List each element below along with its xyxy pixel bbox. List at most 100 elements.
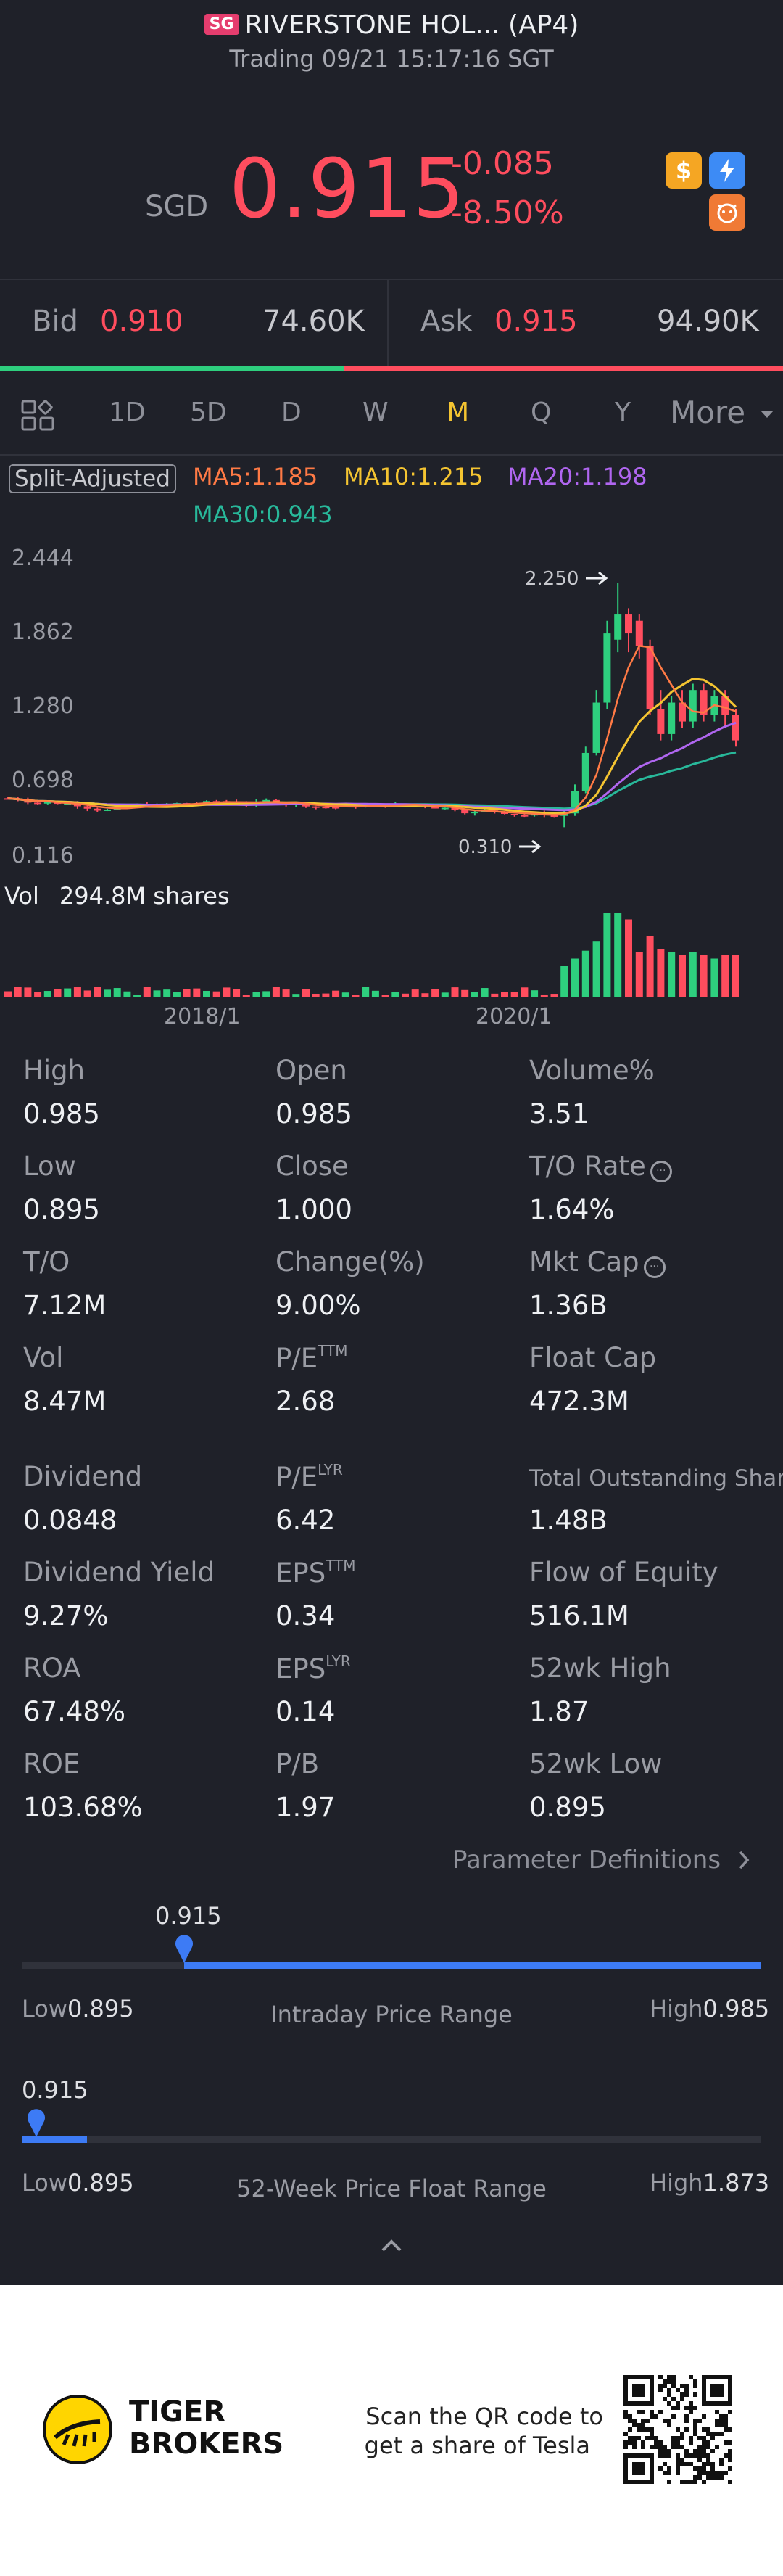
price-change-percent: -8.50%	[451, 194, 564, 231]
stat-label: High	[23, 1055, 86, 1086]
volume-bar	[203, 990, 210, 997]
candle	[451, 807, 459, 810]
volume-bar	[571, 958, 579, 997]
stock-name: RIVERSTONE HOL... (AP4)	[244, 10, 579, 40]
stat-value: 0.34	[276, 1600, 336, 1631]
stat-label: ROE	[23, 1748, 80, 1779]
stat-value: 103.68%	[23, 1792, 143, 1823]
y-tick: 0.116	[12, 843, 74, 868]
tab-w[interactable]: W	[362, 398, 389, 427]
bid-price[interactable]: 0.910	[100, 305, 183, 338]
stat-label[interactable]: T/O Rate ···	[529, 1151, 672, 1182]
stat-label: T/O	[23, 1246, 70, 1277]
intraday-range-fill	[184, 1962, 761, 1969]
tab-d[interactable]: D	[281, 398, 302, 427]
dollar-coin-icon[interactable]: $	[666, 152, 702, 189]
market-badge: SG	[204, 14, 239, 35]
ma20-label: MA20:1.198	[508, 463, 647, 490]
ma30-label: MA30:0.943	[193, 501, 333, 528]
week52-high: High1.873	[650, 2169, 770, 2197]
volume-bar	[212, 991, 220, 997]
tiger-logo-icon	[43, 2395, 112, 2464]
brand-line1: TIGER	[129, 2395, 226, 2429]
divider	[0, 279, 783, 280]
volume-bar	[341, 992, 349, 997]
candle	[34, 802, 42, 805]
tab-5d[interactable]: 5D	[190, 398, 227, 427]
max-price-label: 2.250	[525, 568, 579, 590]
stat-value: 0.895	[529, 1792, 606, 1823]
more-label: More	[670, 395, 746, 430]
volume-bar	[322, 993, 330, 997]
volume-bar	[381, 995, 389, 997]
candlestick-chart[interactable]: 2.250 0.310	[0, 537, 783, 885]
more-tab[interactable]: More	[670, 395, 775, 430]
x-tick: 2020/1	[476, 1004, 552, 1029]
info-icon: ···	[643, 1256, 666, 1278]
volume-bar	[94, 987, 102, 997]
candle	[94, 808, 102, 811]
intraday-range-track	[22, 1962, 761, 1969]
stat-label: ROA	[23, 1653, 81, 1684]
volume-bar	[491, 993, 499, 997]
flash-icon[interactable]	[709, 152, 745, 189]
volume-bar	[123, 991, 131, 997]
ask-volume: 94.90K	[657, 305, 759, 338]
volume-bar	[262, 991, 270, 997]
ask-price[interactable]: 0.915	[494, 305, 578, 338]
volume-bar	[657, 949, 665, 997]
chevron-right-icon	[739, 1851, 750, 1869]
candle	[689, 690, 697, 722]
volume-chart	[4, 913, 740, 997]
last-price: 0.915	[229, 142, 465, 236]
volume-bar	[163, 989, 171, 997]
volume-label: Vol 294.8M shares	[4, 882, 230, 910]
stock-title[interactable]: SG RIVERSTONE HOL... (AP4)	[0, 10, 783, 40]
candle	[332, 807, 340, 809]
min-price-label: 0.310	[458, 836, 512, 858]
stat-value: 472.3M	[529, 1386, 629, 1417]
volume-bar	[332, 990, 340, 997]
grid-layout-icon[interactable]	[20, 399, 58, 435]
split-adjusted-toggle[interactable]: Split-Adjusted	[9, 464, 176, 493]
candle	[73, 803, 81, 807]
week52-range-track	[22, 2136, 761, 2143]
chevron-up-icon[interactable]	[378, 2237, 405, 2255]
stat-label[interactable]: Mkt Cap ···	[529, 1246, 666, 1278]
candle	[44, 802, 51, 804]
y-tick: 1.862	[12, 620, 74, 645]
location-pin-icon	[175, 1935, 194, 1963]
volume-bar	[302, 989, 310, 997]
stat-label: Vol	[23, 1342, 64, 1373]
stat-value: 8.47M	[23, 1386, 107, 1417]
stat-label: Flow of Equity	[529, 1557, 718, 1588]
tab-y[interactable]: Y	[615, 398, 631, 427]
qr-code-image[interactable]	[624, 2375, 732, 2484]
volume-bar	[362, 987, 370, 997]
volume-bar	[282, 989, 290, 997]
bid-volume: 74.60K	[262, 305, 365, 338]
intraday-low: Low0.895	[22, 1995, 134, 2022]
volume-bar	[721, 955, 729, 997]
ma5-line	[7, 645, 737, 816]
brand-line2: BROKERS	[129, 2427, 284, 2461]
volume-bar	[193, 988, 201, 997]
candle	[64, 803, 72, 805]
volume-bar	[441, 992, 449, 997]
stat-label: Float Cap	[529, 1342, 657, 1373]
tab-q[interactable]: Q	[531, 398, 552, 427]
volume-bar	[242, 995, 250, 997]
candle	[571, 791, 579, 814]
tab-m[interactable]: M	[447, 398, 470, 427]
stat-value: 0.14	[276, 1696, 336, 1727]
share-footer: TIGER BROKERS Scan the QR code to get a …	[0, 2285, 783, 2576]
stat-label: P/ETTM	[276, 1342, 348, 1374]
tab-1d[interactable]: 1D	[109, 398, 146, 427]
candle	[441, 807, 449, 810]
ma20-line	[7, 721, 737, 812]
volume-bar	[24, 987, 32, 997]
tiger-face-icon[interactable]	[709, 194, 745, 231]
parameter-definitions-link[interactable]: Parameter Definitions	[452, 1845, 752, 1875]
volume-bar	[83, 990, 91, 997]
volume-bar	[451, 987, 459, 997]
